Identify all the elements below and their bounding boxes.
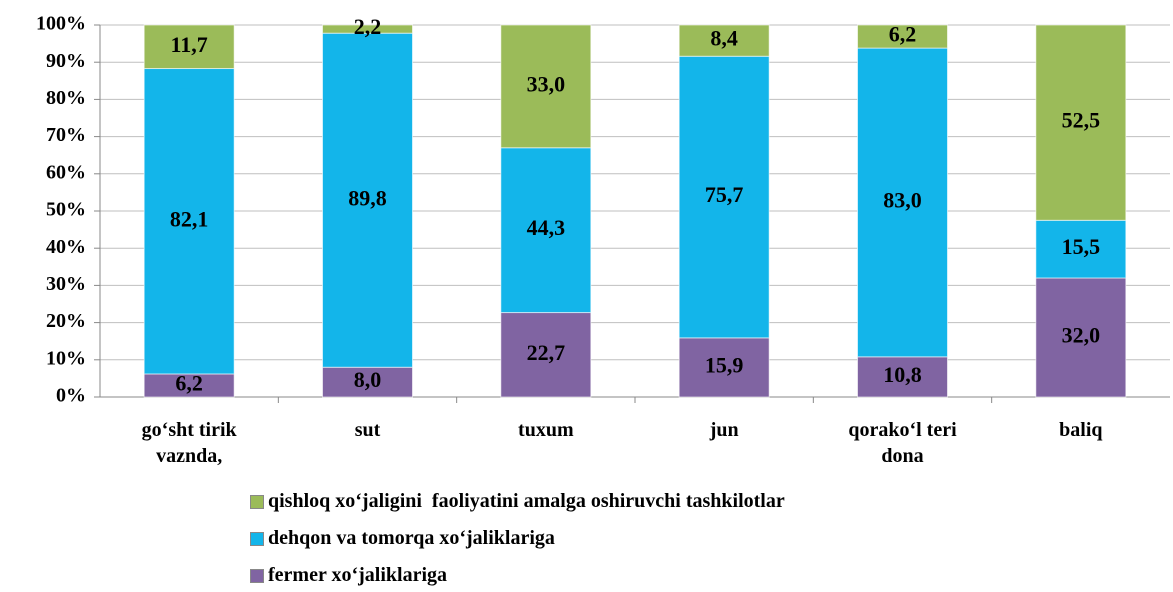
legend-label: dehqon va tomorqa xo‘jaliklariga (268, 527, 555, 549)
value-label: 2,2 (354, 14, 382, 39)
legend-swatch (250, 531, 264, 546)
bar-segment (678, 24, 770, 57)
value-label: 8,0 (354, 367, 382, 392)
legend-item: fermer xo‘jaliklariga (250, 564, 447, 587)
x-tick-label: baliq (1059, 419, 1103, 441)
value-label: 10,8 (883, 362, 922, 387)
value-label: 33,0 (527, 71, 566, 96)
value-label: 83,0 (883, 187, 922, 212)
x-tick-label: qorako‘l teri dona (848, 419, 957, 467)
legend-label: qishloq xo‘jaligini faoliyatini amalga o… (268, 490, 785, 512)
bar-segment (500, 312, 592, 398)
value-label: 15,9 (705, 352, 744, 377)
y-tick-label: 50% (46, 199, 86, 221)
bar-segment (857, 356, 948, 398)
value-label: 89,8 (348, 185, 387, 210)
x-tick-label: sut (354, 419, 381, 441)
value-label: 22,7 (527, 340, 566, 365)
bar-segment (322, 24, 413, 34)
legend-label: fermer xo‘jaliklariga (268, 564, 448, 586)
bar-segment (1035, 219, 1127, 279)
y-tick-label: 100% (36, 13, 86, 35)
value-label: 6,2 (175, 371, 203, 396)
x-tick-label: tuxum (518, 419, 574, 441)
bar-segment (1035, 277, 1127, 398)
y-tick-label: 30% (46, 273, 86, 295)
y-tick-label: 10% (46, 347, 86, 369)
bar-segment (500, 24, 592, 149)
bar-segment (143, 24, 235, 70)
value-label: 8,4 (710, 26, 738, 51)
y-tick-label: 70% (46, 124, 86, 146)
bar-segment (322, 32, 413, 368)
value-label: 44,3 (527, 215, 566, 240)
bar-segment (678, 337, 770, 398)
y-tick-label: 90% (46, 50, 86, 72)
x-tick-label: jun (709, 419, 739, 441)
y-tick-label: 80% (46, 87, 86, 109)
bar-segment (857, 24, 948, 49)
legend-item: qishloq xo‘jaligini faoliyatini amalga o… (250, 490, 785, 513)
bar-segment (143, 68, 235, 375)
y-tick-label: 40% (46, 236, 86, 258)
legend-swatch (250, 494, 264, 509)
bar-segment (322, 366, 413, 398)
y-tick-label: 0% (56, 385, 86, 407)
x-tick-label: go‘sht tirik vaznda, (141, 419, 237, 467)
value-label: 52,5 (1062, 108, 1101, 133)
value-label: 32,0 (1062, 323, 1101, 348)
value-label: 6,2 (889, 22, 917, 47)
value-label: 11,7 (171, 32, 208, 57)
legend-swatch (250, 568, 264, 583)
value-label: 75,7 (705, 182, 744, 207)
value-label: 15,5 (1062, 234, 1101, 259)
bar-segment (1035, 24, 1127, 221)
bar-segment (857, 47, 948, 358)
bar-segment (500, 147, 592, 314)
y-tick-label: 60% (46, 161, 86, 183)
y-tick-label: 20% (46, 310, 86, 332)
legend-item: dehqon va tomorqa xo‘jaliklariga (250, 527, 555, 550)
value-label: 82,1 (170, 206, 209, 231)
